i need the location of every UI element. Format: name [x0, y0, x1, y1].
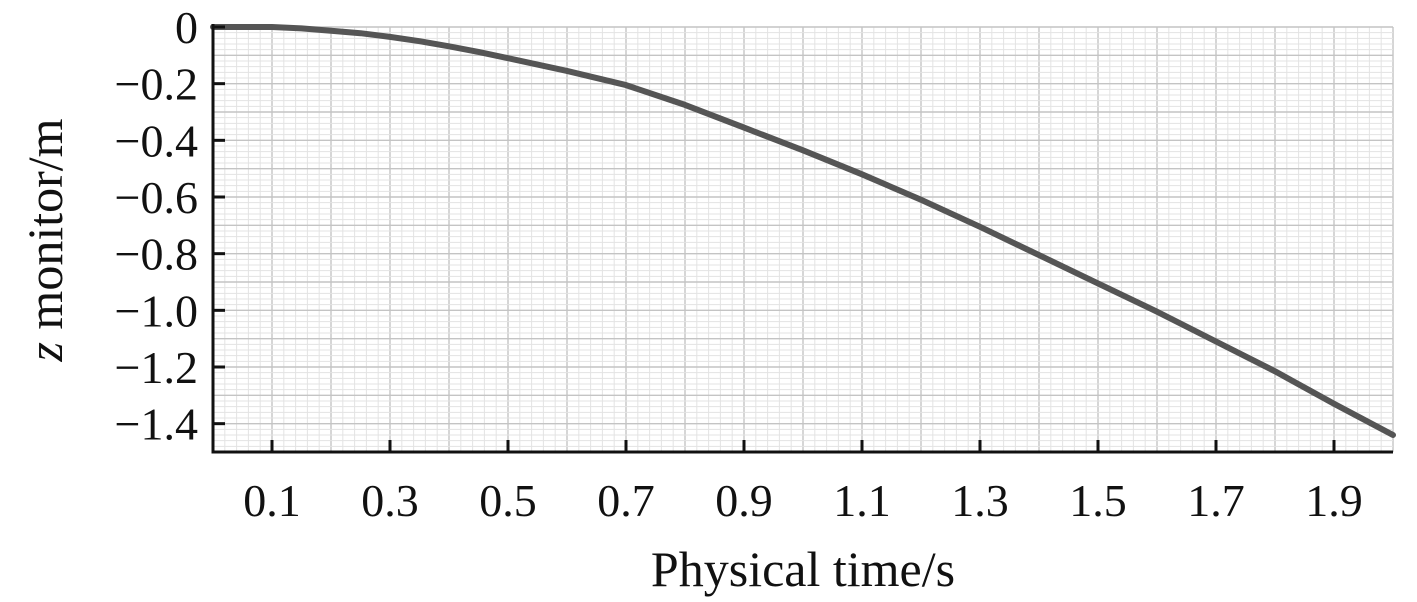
- y-tick-label: −1.0: [115, 285, 198, 336]
- chart-series: [210, 24, 1396, 438]
- y-axis-label-rest: monitor/m: [17, 118, 73, 342]
- x-tick-label: 0.7: [597, 475, 655, 526]
- y-axis-label-italic: z: [17, 342, 73, 362]
- series-line: [210, 24, 1396, 438]
- y-tick-label: −0.4: [115, 115, 198, 166]
- chart-axes: [211, 24, 1393, 454]
- y-tick-label: −1.4: [115, 399, 198, 450]
- y-tick-label: 0: [175, 2, 198, 53]
- y-tick-label: −0.6: [115, 172, 198, 223]
- x-tick-label: 1.3: [951, 475, 1009, 526]
- x-tick-label: 1.7: [1187, 475, 1245, 526]
- x-tick-label: 1.1: [833, 475, 891, 526]
- x-axis-label: Physical time/s: [651, 541, 955, 597]
- chart-grid: [212, 26, 1394, 453]
- x-tick-label: 0.5: [479, 475, 537, 526]
- y-tick-label: −0.2: [115, 59, 198, 110]
- x-tick-label: 1.5: [1069, 475, 1127, 526]
- y-tick-label: −0.8: [115, 229, 198, 280]
- x-tick-label: 0.1: [243, 475, 301, 526]
- y-tick-label: −1.2: [115, 342, 198, 393]
- y-axis-label: z monitor/m: [17, 118, 73, 362]
- x-tick-label: 0.3: [361, 475, 419, 526]
- x-tick-label: 1.9: [1305, 475, 1363, 526]
- x-tick-label: 0.9: [715, 475, 773, 526]
- chart-ticks: 0.1 0.3 0.5 0.7 0.9 1.1 1.3 1.5 1.7 1.9 0 −0.2−0.4 −…: [115, 2, 1363, 526]
